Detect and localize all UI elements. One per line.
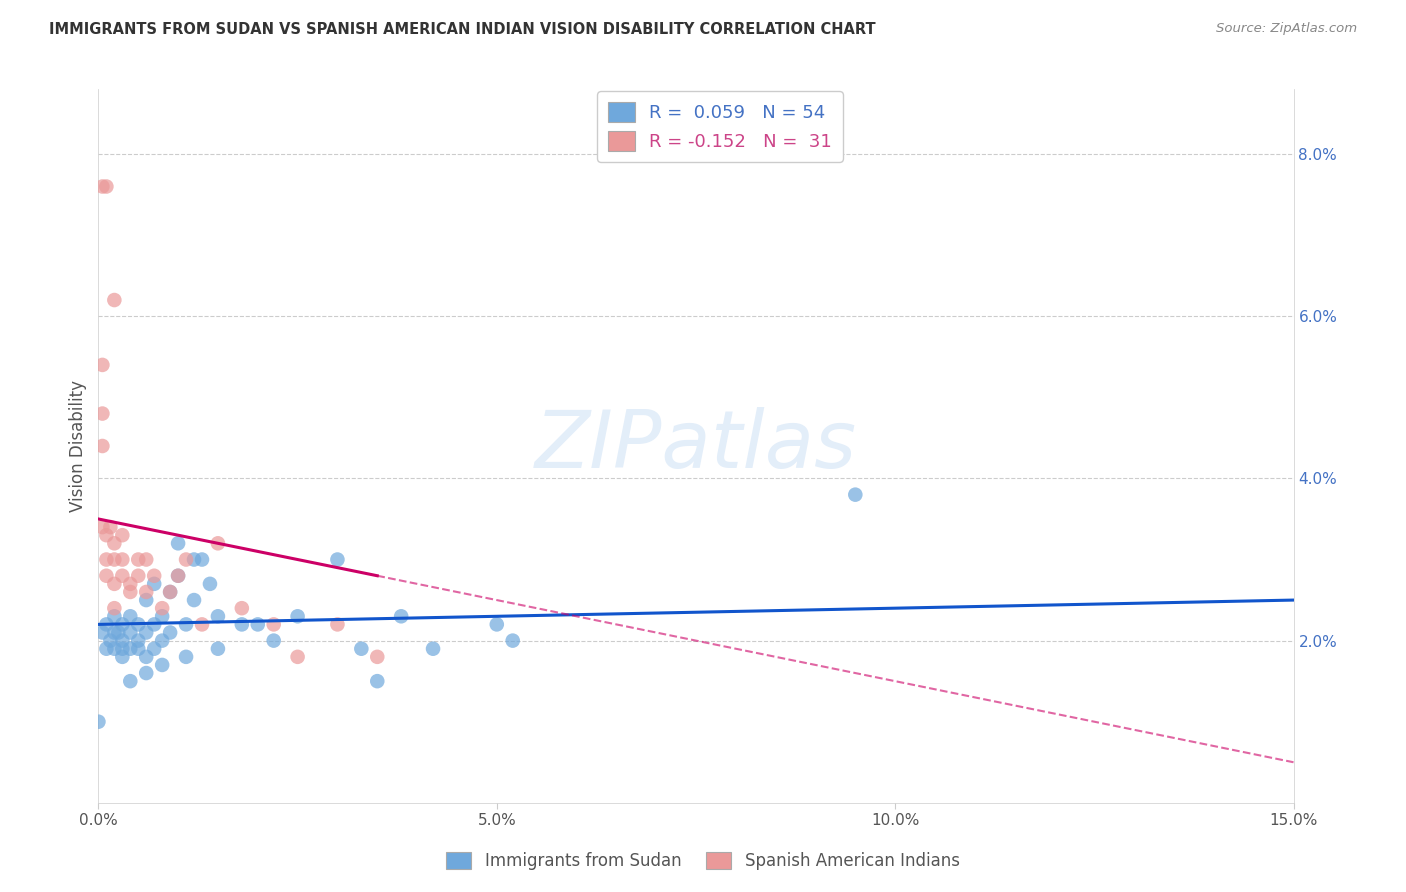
- Y-axis label: Vision Disability: Vision Disability: [69, 380, 87, 512]
- Point: [120, 577, 142, 591]
- Point: [103, 552, 125, 566]
- Point: [231, 617, 253, 632]
- Point: [183, 552, 205, 566]
- Point: [174, 649, 197, 664]
- Point: [287, 609, 309, 624]
- Point: [120, 609, 142, 624]
- Point: [174, 617, 197, 632]
- Point: [107, 625, 129, 640]
- Legend: R =  0.059   N = 54, R = -0.152   N =  31: R = 0.059 N = 54, R = -0.152 N = 31: [598, 91, 842, 161]
- Point: [111, 641, 134, 656]
- Point: [111, 633, 134, 648]
- Point: [207, 609, 229, 624]
- Point: [191, 617, 214, 632]
- Point: [111, 617, 134, 632]
- Point: [96, 179, 118, 194]
- Point: [150, 657, 173, 672]
- Point: [98, 520, 122, 534]
- Point: [287, 649, 309, 664]
- Point: [231, 601, 253, 615]
- Point: [91, 520, 114, 534]
- Point: [207, 641, 229, 656]
- Point: [485, 617, 508, 632]
- Point: [366, 649, 388, 664]
- Point: [127, 633, 149, 648]
- Point: [96, 617, 118, 632]
- Point: [103, 625, 125, 640]
- Point: [103, 641, 125, 656]
- Point: [326, 617, 349, 632]
- Point: [91, 439, 114, 453]
- Point: [246, 617, 269, 632]
- Point: [263, 617, 285, 632]
- Text: IMMIGRANTS FROM SUDAN VS SPANISH AMERICAN INDIAN VISION DISABILITY CORRELATION C: IMMIGRANTS FROM SUDAN VS SPANISH AMERICA…: [49, 22, 876, 37]
- Point: [120, 674, 142, 689]
- Point: [91, 625, 114, 640]
- Point: [135, 625, 157, 640]
- Point: [198, 577, 221, 591]
- Point: [143, 617, 166, 632]
- Point: [174, 552, 197, 566]
- Point: [135, 585, 157, 599]
- Point: [127, 552, 149, 566]
- Point: [167, 568, 190, 582]
- Point: [389, 609, 412, 624]
- Point: [159, 585, 181, 599]
- Point: [167, 568, 190, 582]
- Point: [91, 358, 114, 372]
- Point: [91, 179, 114, 194]
- Point: [326, 552, 349, 566]
- Point: [111, 568, 134, 582]
- Point: [120, 625, 142, 640]
- Point: [183, 593, 205, 607]
- Point: [143, 577, 166, 591]
- Point: [159, 625, 181, 640]
- Point: [135, 552, 157, 566]
- Point: [159, 585, 181, 599]
- Point: [143, 641, 166, 656]
- Point: [502, 633, 524, 648]
- Point: [191, 552, 214, 566]
- Point: [96, 528, 118, 542]
- Point: [111, 528, 134, 542]
- Point: [127, 641, 149, 656]
- Point: [103, 601, 125, 615]
- Point: [91, 407, 114, 421]
- Point: [422, 641, 444, 656]
- Point: [120, 641, 142, 656]
- Point: [167, 536, 190, 550]
- Point: [96, 641, 118, 656]
- Point: [96, 568, 118, 582]
- Point: [350, 641, 373, 656]
- Point: [96, 552, 118, 566]
- Text: ZIPatlas: ZIPatlas: [534, 407, 858, 485]
- Point: [120, 585, 142, 599]
- Point: [207, 536, 229, 550]
- Point: [111, 649, 134, 664]
- Point: [150, 609, 173, 624]
- Point: [150, 633, 173, 648]
- Point: [150, 601, 173, 615]
- Point: [103, 577, 125, 591]
- Point: [87, 714, 110, 729]
- Point: [103, 609, 125, 624]
- Point: [135, 649, 157, 664]
- Point: [127, 617, 149, 632]
- Point: [135, 593, 157, 607]
- Point: [103, 536, 125, 550]
- Point: [135, 666, 157, 681]
- Legend: Immigrants from Sudan, Spanish American Indians: Immigrants from Sudan, Spanish American …: [440, 845, 966, 877]
- Text: Source: ZipAtlas.com: Source: ZipAtlas.com: [1216, 22, 1357, 36]
- Point: [844, 488, 866, 502]
- Point: [366, 674, 388, 689]
- Point: [263, 633, 285, 648]
- Point: [127, 568, 149, 582]
- Point: [98, 633, 122, 648]
- Point: [111, 552, 134, 566]
- Point: [103, 293, 125, 307]
- Point: [143, 568, 166, 582]
